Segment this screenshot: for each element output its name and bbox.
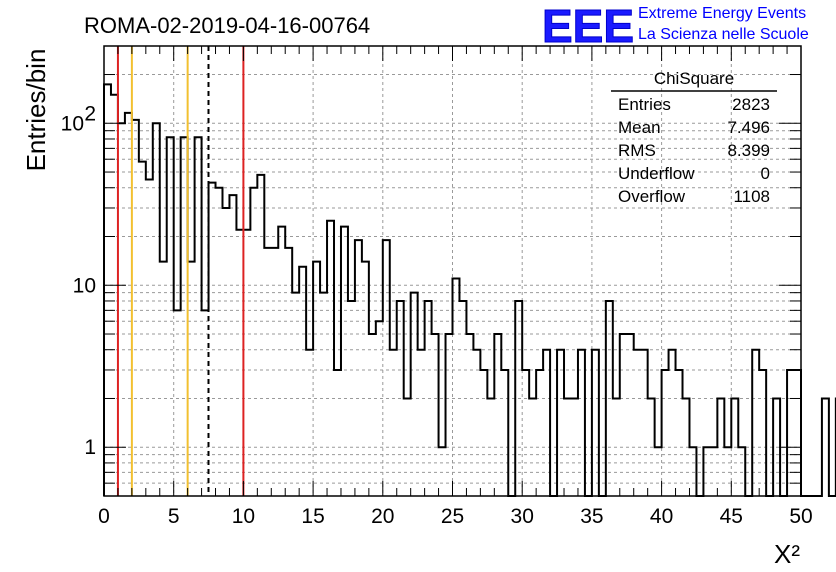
reference-lines	[116, 46, 245, 496]
stats-label: RMS	[618, 141, 656, 160]
histogram	[103, 83, 836, 497]
chart-title: ROMA-02-2019-04-16-00764	[84, 13, 370, 38]
x-tick-label: 25	[441, 505, 464, 528]
stats-value: 2823	[732, 95, 770, 114]
x-tick-label: 45	[720, 505, 743, 528]
stats-label: Underflow	[618, 164, 695, 183]
x-tick-label: 10	[232, 505, 255, 528]
logo-line-1: Extreme Energy Events	[638, 5, 806, 22]
y-axis-title: Entries/bin	[21, 49, 51, 172]
stats-label: Overflow	[618, 187, 686, 206]
eee-logo: EEE Extreme Energy Events La Scienza nel…	[542, 0, 809, 53]
x-tick-label: 0	[98, 505, 110, 528]
logo-line-2: La Scienza nelle Scuole	[638, 26, 809, 43]
x-tick-label: 20	[371, 505, 394, 528]
x-axis-title: X²	[774, 539, 800, 569]
y-tick-label: 1	[84, 436, 96, 459]
stats-label: Mean	[618, 118, 661, 137]
stats-box: ChiSquare Entries 2823 Mean 7.496 RMS 8.399 Un…	[611, 69, 777, 206]
x-tick-label: 5	[168, 505, 180, 528]
stats-title: ChiSquare	[654, 69, 734, 88]
stats-value: 8.399	[727, 141, 770, 160]
logo-text: EEE	[542, 0, 634, 52]
x-tick-label: 15	[301, 505, 324, 528]
stats-value: 1108	[733, 187, 770, 206]
stats-value: 0	[761, 164, 770, 183]
x-tick-label: 40	[650, 505, 673, 528]
stats-label: Entries	[618, 95, 671, 114]
y-tick-label: 10	[73, 274, 96, 297]
stats-value: 7.496	[727, 118, 770, 137]
y-tick-exponent: 2	[84, 102, 96, 125]
x-tick-label: 30	[511, 505, 534, 528]
x-tick-label: 35	[580, 505, 603, 528]
y-tick-label: 10	[61, 112, 84, 135]
histogram-outline	[103, 83, 836, 497]
x-tick-label: 50	[789, 505, 812, 528]
